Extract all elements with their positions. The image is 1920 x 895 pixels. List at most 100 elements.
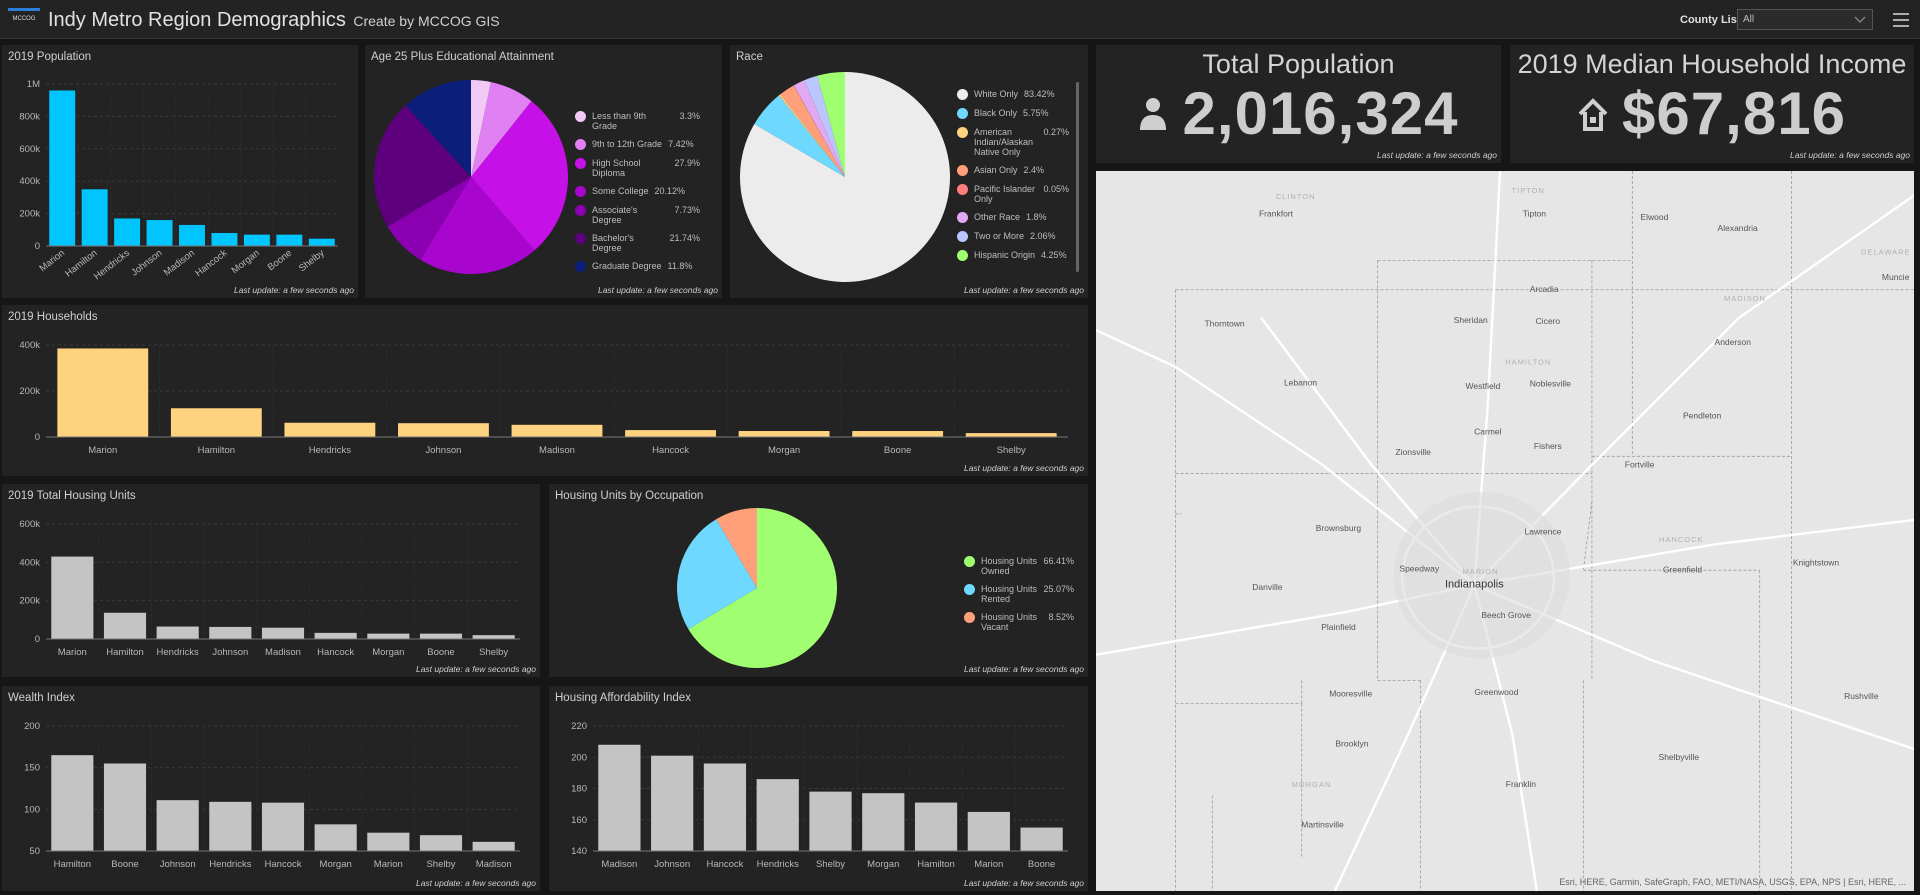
title-text: Indy Metro Region Demographics: [48, 9, 346, 31]
menu-button[interactable]: [1893, 13, 1909, 27]
legend: White Only 83.42% Black Only 5.75% American …: [957, 89, 1069, 261]
legend-value: 20.12%: [654, 186, 686, 196]
bar: [809, 791, 852, 851]
county-label: MARION: [1462, 567, 1498, 576]
legend-value: 0.05%: [1043, 184, 1069, 194]
panel: Housing Affordability Index 140 160 180 200 2…: [549, 686, 1088, 891]
x-tick-label: Johnson: [654, 859, 690, 870]
bar: [914, 802, 958, 851]
bar: [209, 801, 252, 851]
last-update: Last update: a few seconds ago: [963, 878, 1084, 888]
bar: [965, 433, 1057, 437]
city-label: Alexandria: [1718, 223, 1758, 233]
legend-item: Graduate Degree 11.8%: [575, 261, 700, 272]
bar-chart: 0 200k 400k 600k Marion Hamilton Hendricks John…: [19, 519, 520, 658]
city-label: Brooklyn: [1335, 739, 1368, 749]
x-tick-label: Johnson: [129, 248, 164, 279]
legend-label: Pacific Islander Only: [974, 184, 1036, 204]
bar: [598, 744, 641, 851]
legend-value: 7.42%: [668, 139, 694, 149]
city-label: Rushville: [1844, 691, 1879, 701]
bar: [261, 627, 305, 639]
pie-chart: [374, 80, 568, 274]
x-tick-label: Hendricks: [309, 445, 351, 456]
bar: [276, 234, 303, 246]
y-tick-label: 180: [571, 784, 587, 795]
bar: [103, 612, 147, 639]
y-tick-label: 200k: [19, 209, 40, 220]
bar: [398, 423, 489, 437]
bar-chart: 0200k400k600k800k1MMarionHamiltonHendric…: [19, 79, 338, 282]
x-tick-label: Hamilton: [54, 859, 92, 870]
panel: Age 25 Plus Educational Attainment Less t…: [365, 45, 722, 298]
legend-item: White Only 83.42%: [957, 89, 1069, 100]
x-tick-label: Hendricks: [157, 647, 199, 658]
bar-chart: 0 200k 400k Marion Hamilton Hendricks Johnson M…: [19, 340, 1068, 456]
city-label: Frankfort: [1259, 208, 1294, 218]
pie-slice: [471, 101, 568, 251]
legend-value: 66.41%: [1043, 556, 1074, 566]
x-tick-label: Boone: [1028, 859, 1055, 870]
last-update: Last update: a few seconds ago: [963, 285, 1084, 295]
bar: [367, 832, 410, 851]
legend-label: Less than 9th Grade: [592, 111, 647, 131]
map-attribution: Esri, HERE, Garmin, SafeGraph, FAO, METI…: [1559, 877, 1906, 887]
county-select[interactable]: All: [1737, 9, 1873, 30]
city-label: Elwood: [1640, 212, 1668, 222]
legend-label: Black Only: [974, 108, 1018, 118]
indicator-title: Total Population: [1202, 49, 1395, 79]
panel-title: 2019 Households: [8, 311, 98, 323]
bar: [156, 800, 199, 851]
county-label: DELAWARE: [1861, 247, 1911, 256]
x-tick-label: Johnson: [212, 647, 248, 658]
bar: [703, 763, 747, 851]
city-label: Speedway: [1399, 563, 1439, 573]
city-label: Danville: [1252, 582, 1283, 592]
x-tick-label: Hamilton: [917, 859, 955, 870]
panel: Race White Only 83.42% Black Only 5.75% Ameri…: [730, 45, 1088, 298]
county-label: HAMILTON: [1505, 357, 1551, 366]
bar: [156, 626, 199, 639]
city-label: Tipton: [1523, 208, 1547, 218]
bar: [81, 189, 108, 246]
city-label: Thorntown: [1204, 319, 1244, 329]
legend-swatch: [575, 139, 586, 150]
legend-value: 1.8%: [1026, 212, 1047, 222]
bar: [243, 234, 270, 246]
x-tick-label: Boone: [427, 647, 454, 658]
legend-value: 0.27%: [1043, 127, 1069, 137]
x-tick-label: Marion: [88, 445, 117, 456]
y-tick-label: 0: [35, 432, 40, 443]
x-tick-label: Madison: [265, 647, 301, 658]
legend-item: Housing Units Owned 66.41%: [964, 556, 1074, 576]
x-tick-label: Morgan: [320, 859, 352, 870]
city-label: Martinsville: [1301, 819, 1344, 829]
legend-label: American Indian/Alaskan Native Only: [974, 127, 1034, 157]
y-tick-label: 140: [571, 846, 587, 857]
bar: [51, 556, 94, 639]
legend-value: 21.74%: [669, 233, 700, 243]
legend-swatch: [964, 584, 975, 595]
bar: [209, 626, 252, 639]
y-tick-label: 600k: [19, 144, 40, 155]
city-label: Muncie: [1882, 272, 1910, 282]
legend-swatch: [957, 108, 968, 119]
x-tick-label: Morgan: [372, 647, 404, 658]
legend-item: Housing Units Rented 25.07%: [964, 584, 1074, 604]
x-tick-label: Morgan: [768, 445, 800, 456]
legend-item: Other Race 1.8%: [957, 212, 1069, 223]
legend-item: Asian Only 2.4%: [957, 165, 1069, 176]
city-label: Sheridan: [1454, 315, 1488, 325]
panel-title: 2019 Population: [8, 51, 92, 63]
legend-item: Some College 20.12%: [575, 186, 700, 197]
legend-label: Housing Units Owned: [981, 556, 1038, 576]
x-tick-label: Johnson: [425, 445, 461, 456]
y-tick-label: 220: [571, 721, 587, 732]
legend-label: Hispanic Origin: [974, 250, 1036, 260]
x-tick-label: Boone: [111, 859, 138, 870]
x-tick-label: Hamilton: [198, 445, 236, 456]
legend-label: 9th to 12th Grade: [592, 139, 663, 149]
legend-item: Less than 9th Grade 3.3%: [575, 111, 700, 131]
legend-swatch: [575, 233, 586, 244]
